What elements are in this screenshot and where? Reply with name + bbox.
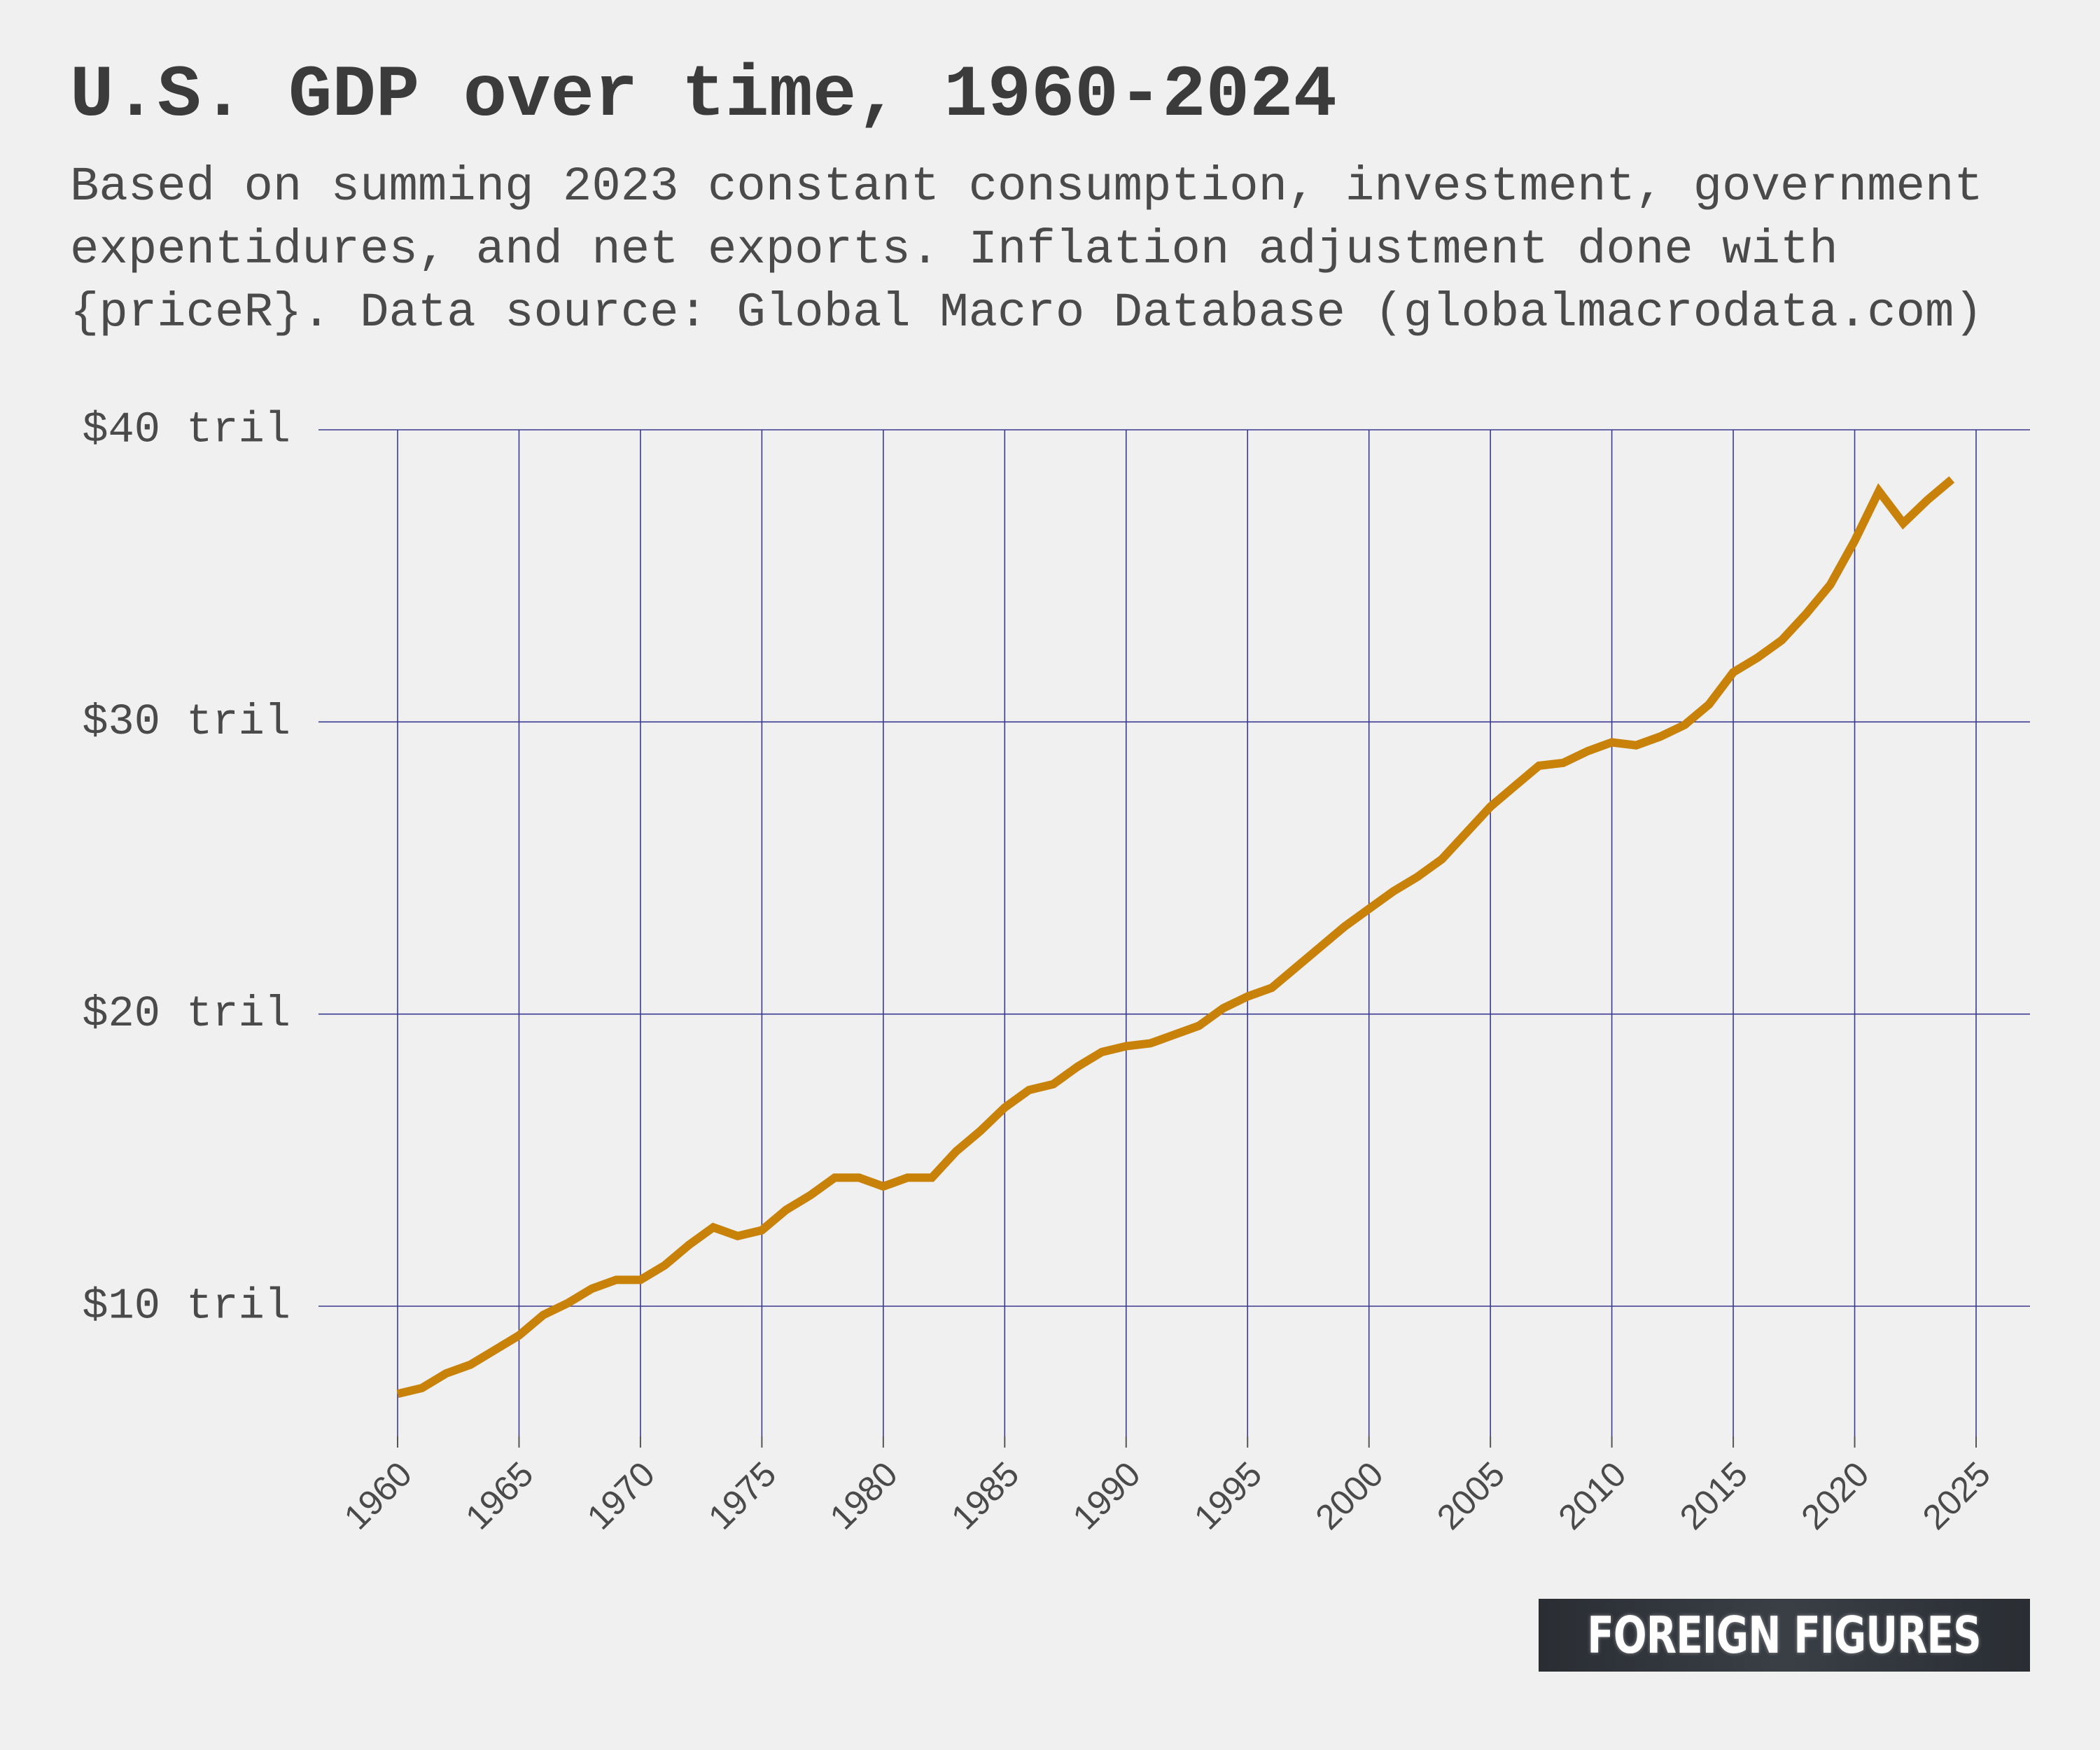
x-tick-label-2015: 2015 — [1672, 1455, 1755, 1537]
chart-title: U.S. GDP over time, 1960-2024 — [70, 55, 1337, 137]
x-tick-label-1970: 1970 — [580, 1455, 662, 1537]
y-tick-label-20: $20 tril — [82, 989, 290, 1039]
y-tick-label-30: $30 tril — [82, 697, 290, 747]
x-tick-label-1990: 1990 — [1065, 1455, 1148, 1537]
x-tick-label-1965: 1965 — [458, 1455, 540, 1537]
y-axis-ticks: $10 tril $20 tril $30 tril $40 tril — [82, 405, 290, 1331]
y-tick-label-10: $10 tril — [82, 1282, 290, 1331]
series-layer — [396, 476, 1955, 1399]
gdp-line-series — [396, 476, 1955, 1399]
y-tick-label-40: $40 tril — [82, 405, 290, 455]
x-tick-label-1995: 1995 — [1186, 1455, 1269, 1537]
x-tick-label-1985: 1985 — [944, 1455, 1026, 1537]
grid — [318, 429, 2030, 1448]
logo-text: FOREIGN FIGURES — [1587, 1606, 1982, 1665]
x-tick-label-2000: 2000 — [1308, 1455, 1391, 1537]
x-tick-label-2005: 2005 — [1429, 1455, 1512, 1537]
chart-subtitle: Based on summing 2023 constant consumpti… — [70, 160, 1983, 340]
x-tick-label-1975: 1975 — [701, 1455, 783, 1537]
x-axis-ticks: 1960 1965 1970 1975 1980 1985 1990 1995 2000 2005… — [337, 1455, 1998, 1537]
x-tick-label-1960: 1960 — [337, 1455, 419, 1537]
x-tick-label-2020: 2020 — [1793, 1455, 1876, 1537]
x-tick-label-2010: 2010 — [1550, 1455, 1633, 1537]
foreign-figures-logo: FOREIGN FIGURES — [1539, 1599, 2030, 1672]
x-tick-label-1980: 1980 — [822, 1455, 905, 1537]
x-tick-label-2025: 2025 — [1915, 1455, 1998, 1537]
